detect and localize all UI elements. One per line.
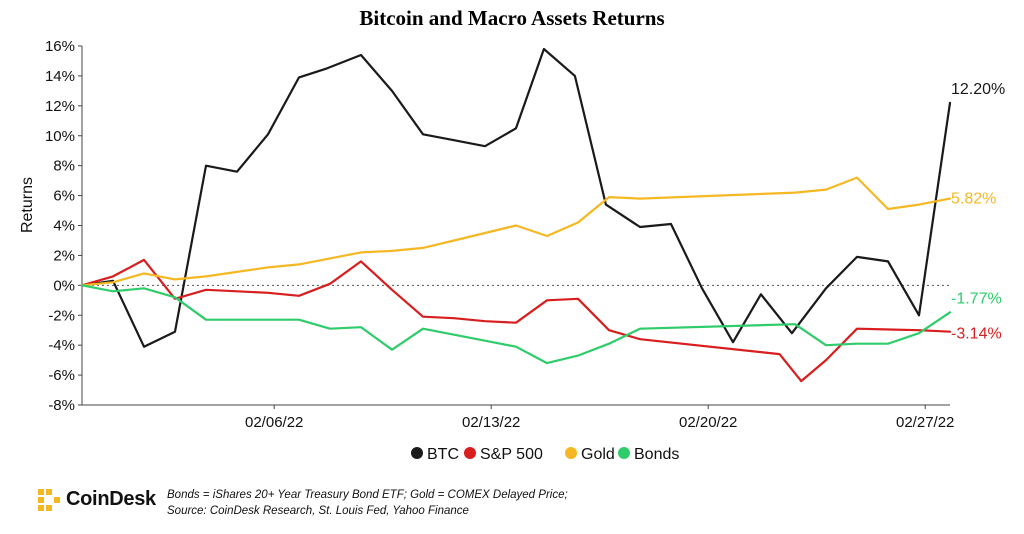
coindesk-logo-icon [38,488,60,511]
x-tick-label: 02/06/22 [245,414,303,431]
y-tick-label: 14% [45,68,75,85]
legend-label-s-p-500: S&P 500 [480,446,543,463]
end-labels: 12.20% -3.14% 5.82% -1.77% [951,81,1005,343]
y-tick-label: 12% [45,98,75,115]
legend-label-bonds: Bonds [634,446,679,463]
series-line-gold [80,176,952,287]
y-tick-label: 8% [53,158,75,175]
x-tick-label: 02/27/22 [896,414,954,431]
legend-swatch-s-p-500 [464,447,476,459]
chart-title: Bitcoin and Macro Assets Returns [359,6,664,30]
end-label-bonds: -1.77% [951,290,1002,307]
y-tick-label: 6% [53,188,75,205]
end-label-gold: 5.82% [951,191,996,208]
y-tick-label: 4% [53,218,75,235]
y-tick-label: 16% [45,38,75,55]
axes: 16% 14% 12% 10% 8% 6% 4% 2% 0% -2% -4% -6% -8% 02/06/… [45,38,954,431]
series-line-s-p-500 [80,258,952,383]
legend-swatch-gold [565,447,577,459]
y-tick-label: 10% [45,128,75,145]
y-tick-label: -4% [48,337,75,354]
x-tick-label: 02/13/22 [462,414,520,431]
legend-swatch-btc [411,447,423,459]
y-tick-label: -2% [48,307,75,324]
y-tick-label: -6% [48,367,75,384]
coindesk-wordmark: CoinDesk [66,488,156,510]
legend-label-gold: Gold [581,446,615,463]
line-chart: Bitcoin and Macro Assets Returns Returns… [19,6,1005,463]
y-tick-label: 0% [53,277,75,294]
series-line-bonds [80,284,952,365]
coindesk-logo: CoinDesk [38,488,156,511]
legend-swatch-bonds [618,447,630,459]
end-label-s-p-500: -3.14% [951,326,1002,343]
legend-label-btc: BTC [427,446,459,463]
series-layer [80,47,952,383]
series-line-btc [80,47,952,348]
source-note-line-2: Source: CoinDesk Research, St. Louis Fed… [167,505,469,517]
end-label-btc: 12.20% [951,81,1005,98]
y-tick-label: -8% [48,397,75,414]
source-note: Bonds = iShares 20+ Year Treasury Bond E… [167,487,568,519]
y-axis-label: Returns [19,177,36,233]
legend: BTC S&P 500 Gold Bonds [411,446,679,463]
source-note-line-1: Bonds = iShares 20+ Year Treasury Bond E… [167,489,568,501]
x-tick-label: 02/20/22 [679,414,737,431]
y-tick-label: 2% [53,247,75,264]
